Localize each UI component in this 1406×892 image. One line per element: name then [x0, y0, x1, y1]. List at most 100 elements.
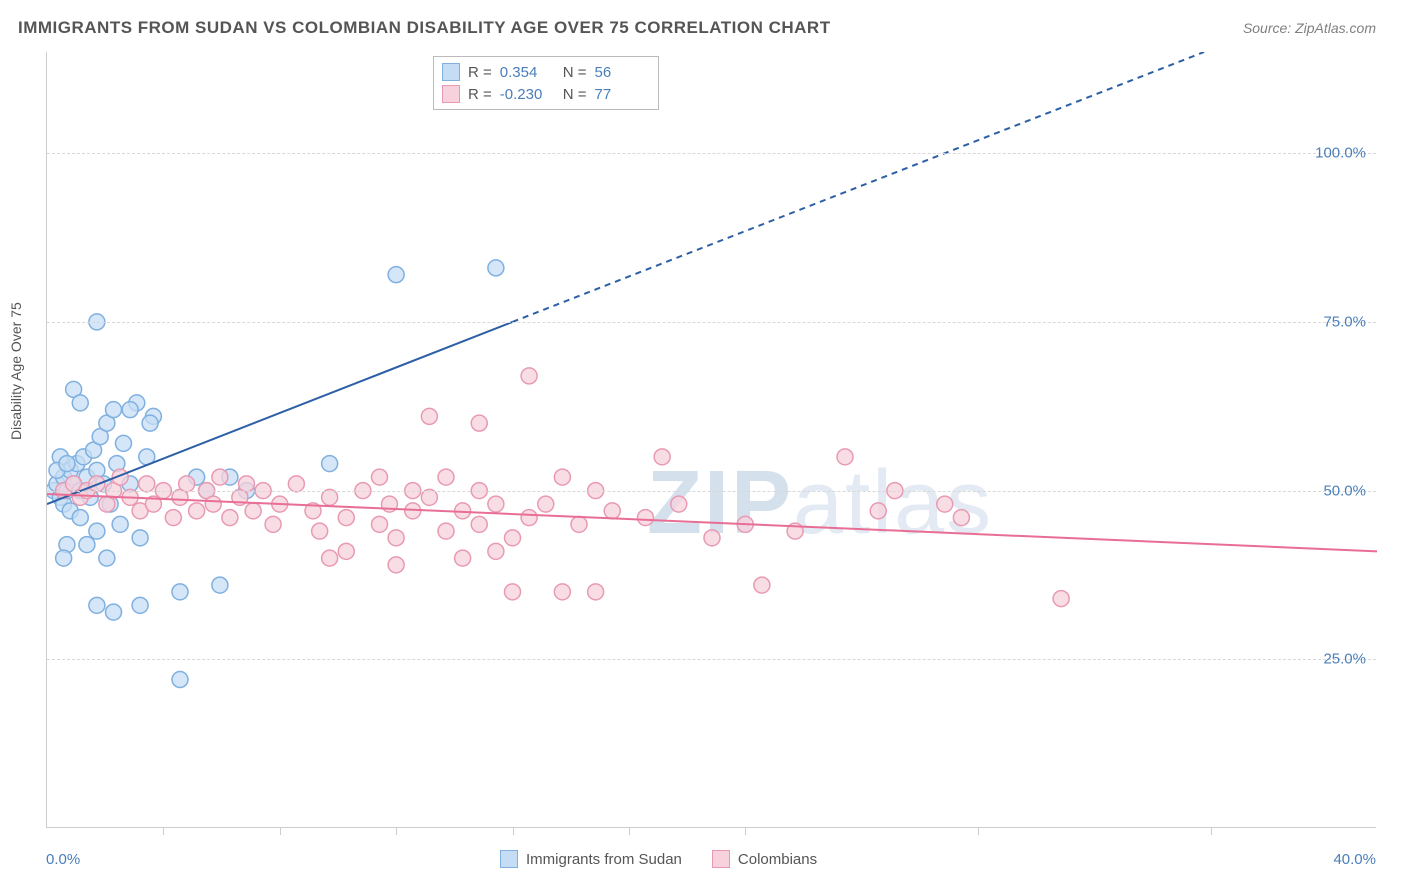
data-point	[265, 516, 281, 532]
legend-label: Immigrants from Sudan	[526, 851, 682, 868]
data-point	[438, 523, 454, 539]
data-point	[388, 530, 404, 546]
data-point	[421, 408, 437, 424]
data-point	[312, 523, 328, 539]
data-point	[837, 449, 853, 465]
correlation-legend: R = 0.354 N = 56 R = -0.230 N = 77	[433, 56, 659, 110]
data-point	[488, 496, 504, 512]
gridline	[47, 153, 1376, 154]
n-label: N =	[563, 64, 587, 81]
data-point	[72, 510, 88, 526]
x-tick	[745, 827, 746, 835]
data-point	[604, 503, 620, 519]
legend-item: Immigrants from Sudan	[500, 850, 682, 868]
data-point	[488, 260, 504, 276]
data-point	[953, 510, 969, 526]
data-point	[937, 496, 953, 512]
data-point	[212, 577, 228, 593]
data-point	[538, 496, 554, 512]
data-point	[106, 604, 122, 620]
y-tick-label: 50.0%	[1323, 482, 1366, 499]
data-point	[59, 456, 75, 472]
r-value: 0.354	[500, 64, 555, 81]
data-point	[122, 402, 138, 418]
n-value: 77	[595, 86, 650, 103]
data-point	[571, 516, 587, 532]
data-point	[89, 597, 105, 613]
data-point	[245, 503, 261, 519]
data-point	[455, 550, 471, 566]
data-point	[671, 496, 687, 512]
data-point	[588, 584, 604, 600]
series-legend: Immigrants from Sudan Colombians	[500, 850, 817, 868]
x-tick	[1211, 827, 1212, 835]
data-point	[338, 510, 354, 526]
data-point	[322, 489, 338, 505]
legend-swatch	[500, 850, 518, 868]
legend-swatch	[712, 850, 730, 868]
legend-swatch	[442, 63, 460, 81]
correlation-row: R = 0.354 N = 56	[442, 61, 650, 83]
y-tick-label: 100.0%	[1315, 145, 1366, 162]
data-point	[322, 456, 338, 472]
data-point	[488, 543, 504, 559]
r-label: R =	[468, 64, 492, 81]
data-point	[372, 469, 388, 485]
x-tick	[163, 827, 164, 835]
data-point	[438, 469, 454, 485]
data-point	[132, 597, 148, 613]
data-point	[72, 395, 88, 411]
n-label: N =	[563, 86, 587, 103]
data-point	[505, 530, 521, 546]
data-point	[99, 550, 115, 566]
data-point	[638, 510, 654, 526]
data-point	[388, 267, 404, 283]
data-point	[112, 516, 128, 532]
data-point	[106, 402, 122, 418]
chart-plot-area: ZIPatlas R = 0.354 N = 56 R = -0.230 N =…	[46, 52, 1376, 828]
data-point	[322, 550, 338, 566]
data-point	[521, 510, 537, 526]
x-tick	[280, 827, 281, 835]
x-tick	[629, 827, 630, 835]
gridline	[47, 322, 1376, 323]
data-point	[172, 672, 188, 688]
data-point	[239, 476, 255, 492]
x-tick	[513, 827, 514, 835]
data-point	[372, 516, 388, 532]
data-point	[388, 557, 404, 573]
data-point	[212, 469, 228, 485]
data-point	[870, 503, 886, 519]
data-point	[554, 469, 570, 485]
data-point	[139, 476, 155, 492]
y-tick-label: 75.0%	[1323, 313, 1366, 330]
r-label: R =	[468, 86, 492, 103]
correlation-row: R = -0.230 N = 77	[442, 83, 650, 105]
data-point	[56, 550, 72, 566]
chart-title: IMMIGRANTS FROM SUDAN VS COLOMBIAN DISAB…	[18, 18, 831, 38]
r-value: -0.230	[500, 86, 555, 103]
y-tick-label: 25.0%	[1323, 651, 1366, 668]
x-tick-label: 40.0%	[1333, 851, 1376, 868]
data-point	[704, 530, 720, 546]
data-point	[115, 435, 131, 451]
data-point	[654, 449, 670, 465]
legend-item: Colombians	[712, 850, 817, 868]
data-point	[132, 530, 148, 546]
data-point	[554, 584, 570, 600]
data-point	[521, 368, 537, 384]
data-point	[222, 510, 238, 526]
x-tick	[978, 827, 979, 835]
gridline	[47, 659, 1376, 660]
x-tick-label: 0.0%	[46, 851, 80, 868]
source-attribution: Source: ZipAtlas.com	[1243, 20, 1376, 36]
data-point	[471, 415, 487, 431]
data-point	[205, 496, 221, 512]
data-point	[179, 476, 195, 492]
data-point	[421, 489, 437, 505]
data-point	[288, 476, 304, 492]
data-point	[754, 577, 770, 593]
data-point	[471, 516, 487, 532]
x-tick	[396, 827, 397, 835]
n-value: 56	[595, 64, 650, 81]
